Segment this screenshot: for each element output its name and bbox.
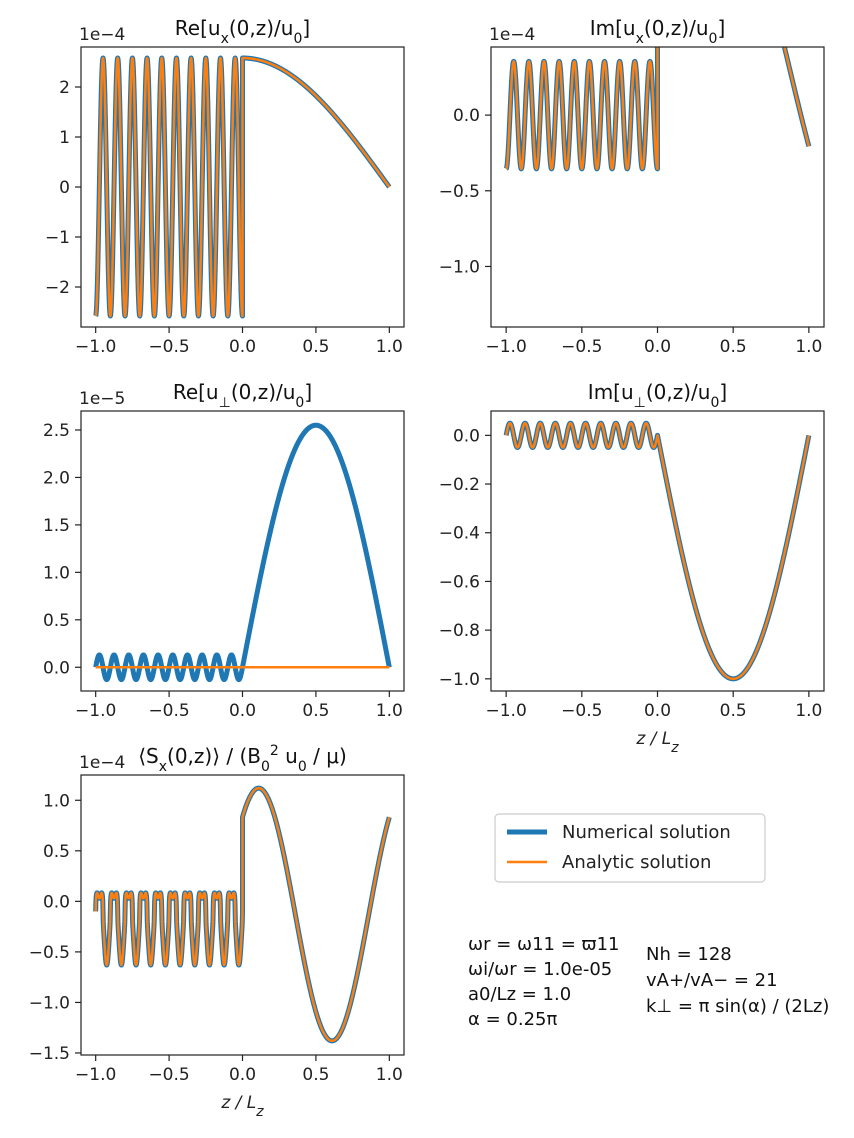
x-tick-label: −1.0 (75, 337, 116, 357)
x-tick-label: 1.0 (795, 337, 822, 357)
x-tick-label: 1.0 (376, 1065, 403, 1085)
param-va-ratio: vA+/vA− = 21 (646, 970, 778, 991)
x-tick-label: −0.5 (561, 337, 602, 357)
panel-title: Re[u⊥(0,z)/u0] (173, 380, 312, 411)
y-tick-label: −0.5 (29, 943, 70, 963)
panel-title: Re[ux(0,z)/u0] (175, 16, 310, 47)
x-tick-label: 0.5 (720, 701, 747, 721)
panel-3: −1.0 −0.5 0.0 0.5 1.0 0.0 0.5 1.0 1.5 2.0 2.5 1e−5 R… (43, 380, 405, 721)
legend-frame (494, 813, 766, 883)
y-tick-label: 1.0 (43, 563, 70, 583)
y-tick-label: −0.8 (439, 621, 480, 641)
x-tick-label: 0.0 (229, 701, 256, 721)
y-tick-label: −0.5 (439, 182, 480, 202)
y-tick-label: 2 (59, 78, 70, 98)
x-tick-label: −0.5 (148, 1065, 189, 1085)
panel-2: −1.0 −0.5 0.0 0.5 1.0 −1.0 −0.5 0.0 1e−4 Im[ux(0,… (439, 16, 825, 357)
y-tick-label: 1.0 (43, 791, 70, 811)
x-tick-label: 0.0 (229, 1065, 256, 1085)
series-analytic-line (94, 786, 391, 1043)
x-tick-label: −1.0 (75, 1065, 116, 1085)
param-nh: Nh = 128 (646, 944, 732, 965)
panel-title: ⟨Sx(0,z)⟩ / (B02 u0 / μ) (138, 743, 347, 775)
y-tick-label: −0.4 (439, 524, 480, 544)
x-tick-label: −1.0 (485, 701, 526, 721)
y-tick-label: −2 (45, 278, 70, 298)
param-alpha: α = 0.25π (468, 1009, 557, 1030)
panel-1: −1.0 −0.5 0.0 0.5 1.0 −2 −1 0 1 2 1e−4 Re[ux(0,z)/u… (45, 16, 405, 357)
y-tick-label: 0.5 (43, 842, 70, 862)
x-tick-label: 1.0 (376, 701, 403, 721)
x-tick-label: 0.0 (644, 337, 671, 357)
x-tick-label: 0.0 (229, 337, 256, 357)
x-tick-label: −0.5 (148, 337, 189, 357)
panel-title: Im[ux(0,z)/u0] (590, 16, 726, 47)
panel-4: −1.0 −0.5 0.0 0.5 1.0 −1.0 −0.8 −0.6 −0.4 −0.2 0.0… (439, 380, 825, 756)
x-axis-label: z / Lz (635, 729, 679, 756)
x-tick-label: −1.0 (75, 701, 116, 721)
x-tick-label: 0.5 (720, 337, 747, 357)
panel-5: −1.0 −0.5 0.0 0.5 1.0−1.5−1.0−0.50.00.51.01e… (29, 743, 405, 1120)
series-numerical-line (503, 420, 812, 682)
axis-multiplier: 1e−4 (79, 25, 125, 45)
x-tick-label: 0.5 (302, 337, 329, 357)
series-analytic-line (504, 421, 811, 681)
y-tick-label: −1.0 (439, 257, 480, 277)
x-tick-label: 0.5 (302, 701, 329, 721)
y-tick-label: 0.0 (43, 892, 70, 912)
y-tick-label: −0.2 (439, 475, 480, 495)
y-tick-label: 0.5 (43, 611, 70, 631)
legend-analytic-label: Analytic solution (562, 852, 711, 873)
param-a0: a0/Lz = 1.0 (468, 984, 571, 1005)
y-tick-label: 2.5 (43, 421, 70, 441)
y-tick-label: 0.0 (453, 426, 480, 446)
y-tick-label: 2.0 (43, 468, 70, 488)
x-tick-label: 1.0 (795, 701, 822, 721)
y-tick-label: −1.0 (29, 993, 70, 1013)
x-tick-label: −0.5 (148, 701, 189, 721)
x-tick-label: 0.0 (644, 701, 671, 721)
y-tick-label: −1 (45, 228, 70, 248)
axis-multiplier: 1e−5 (79, 389, 125, 409)
axes-frame (490, 410, 825, 692)
y-tick-label: 0.0 (43, 658, 70, 678)
legend-numerical-label: Numerical solution (562, 822, 731, 843)
x-tick-label: −0.5 (561, 701, 602, 721)
x-tick-label: 1.0 (376, 337, 403, 357)
x-tick-label: 0.5 (302, 1065, 329, 1085)
axis-multiplier: 1e−4 (79, 753, 125, 773)
y-tick-label: −1.0 (439, 670, 480, 690)
y-tick-label: 0 (59, 178, 70, 198)
y-tick-label: 1.5 (43, 516, 70, 536)
series-analytic-line (505, 47, 811, 171)
series-analytic-line (94, 56, 391, 318)
y-tick-label: −1.5 (29, 1044, 70, 1064)
series-numerical-line (93, 422, 392, 683)
x-axis-label: z / Lz (220, 1093, 264, 1120)
x-tick-label: −1.0 (485, 337, 526, 357)
y-tick-label: 1 (59, 128, 70, 148)
legend: Numerical solution Analytic solution (494, 813, 766, 883)
param-omega-r: ωr = ω11 = ϖ11 (468, 934, 619, 955)
param-omega-i: ωi/ωr = 1.0e-05 (468, 959, 612, 980)
axis-multiplier: 1e−4 (489, 25, 535, 45)
y-tick-label: 0.0 (453, 106, 480, 126)
axes-frame (80, 410, 405, 692)
y-tick-label: −0.6 (439, 572, 480, 592)
param-k-perp: k⊥ = π sin(α) / (2Lz) (646, 996, 829, 1017)
parameter-annotations: ωr = ω11 = ϖ11 ωi/ωr = 1.0e-05 a0/Lz = 1… (468, 934, 829, 1030)
panel-title: Im[u⊥(0,z)/u0] (588, 380, 727, 411)
